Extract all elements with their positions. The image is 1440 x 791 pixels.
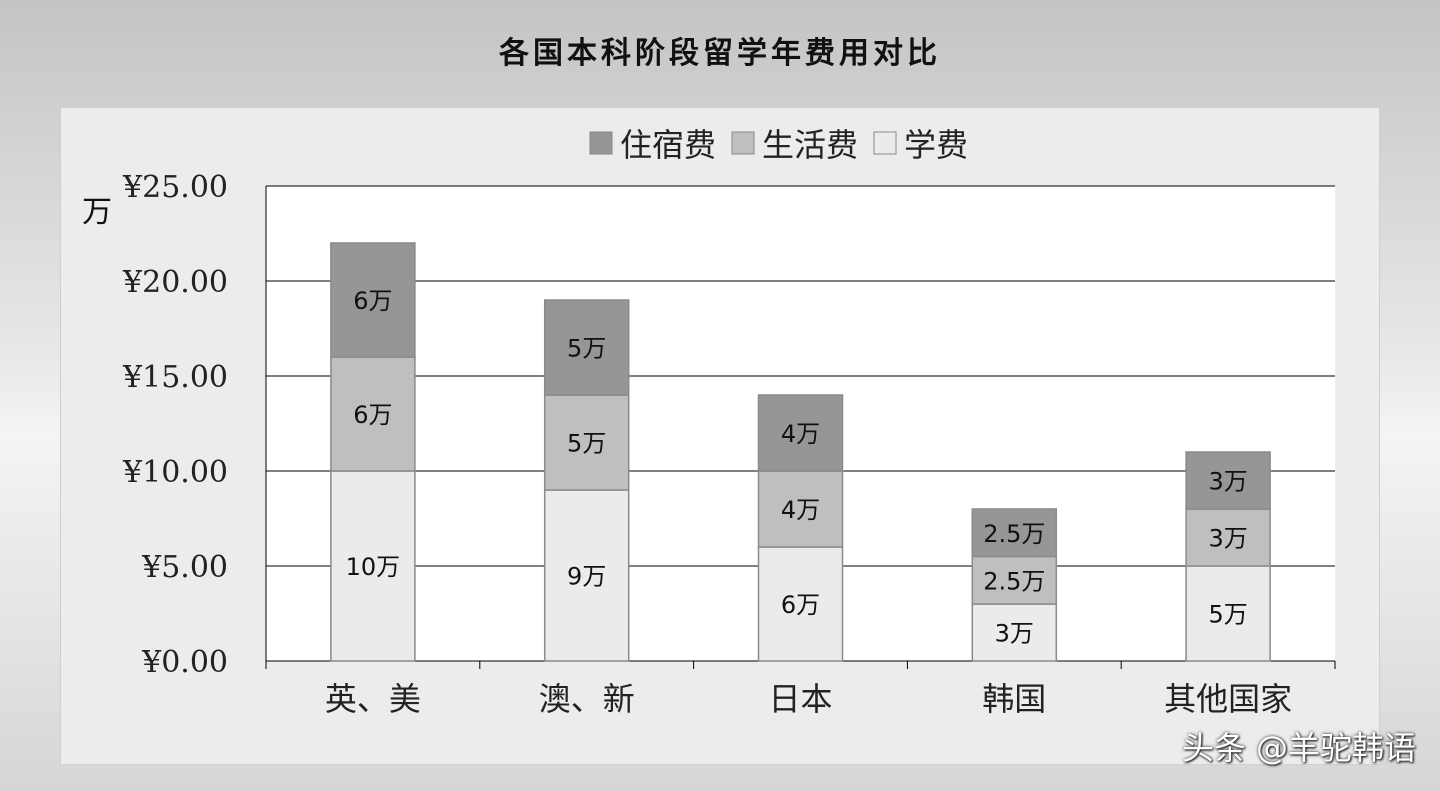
bar-segment [330, 470, 416, 662]
x-tick-label: 日本 [768, 680, 832, 718]
bar-segment [543, 394, 630, 491]
bar-segment [971, 508, 1058, 558]
bar-segment [330, 242, 416, 358]
bar-segment [757, 394, 844, 472]
data-label: 4万 [781, 420, 820, 448]
data-label: 9万 [567, 563, 606, 591]
data-label: 6万 [353, 401, 392, 429]
data-label: 6万 [353, 287, 392, 315]
data-label: 10万 [346, 553, 401, 581]
data-label: 6万 [781, 591, 820, 619]
bar-segment [971, 555, 1058, 605]
bar-segment [971, 603, 1058, 662]
bar-segment [1185, 565, 1271, 662]
legend-swatch [589, 131, 613, 155]
bar-segment [330, 356, 416, 472]
bar-segment [1185, 451, 1271, 510]
data-label: 4万 [781, 496, 820, 524]
legend-label: 生活费 [762, 126, 858, 164]
data-label: 2.5万 [983, 567, 1045, 595]
y-tick-label: ¥25.00 [122, 170, 228, 205]
y-tick-label: ¥20.00 [122, 265, 228, 300]
data-label: 5万 [567, 430, 606, 458]
bar-segment [543, 299, 630, 396]
data-label: 3万 [1208, 525, 1247, 553]
chart-title: 各国本科阶段留学年费用对比 [499, 36, 941, 71]
data-label: 3万 [1208, 468, 1247, 496]
x-tick-label: 澳、新 [539, 680, 635, 718]
legend-swatch [731, 131, 755, 155]
y-tick-label: ¥10.00 [122, 455, 228, 490]
data-label: 5万 [1208, 601, 1247, 629]
y-tick-label: ¥0.00 [141, 645, 228, 680]
data-label: 3万 [995, 620, 1034, 648]
watermark: 头条 @羊驼韩语 [1181, 729, 1416, 767]
legend-label: 住宿费 [620, 126, 716, 164]
data-label: 5万 [567, 335, 606, 363]
legend-label: 学费 [904, 126, 968, 164]
bar-segment [757, 546, 844, 662]
x-tick-label: 其他国家 [1164, 680, 1292, 718]
x-tick-label: 英、美 [325, 680, 421, 718]
legend-swatch [873, 131, 897, 155]
y-tick-label: ¥5.00 [141, 550, 228, 585]
data-label: 2.5万 [983, 520, 1045, 548]
bar-segment [543, 489, 630, 662]
x-tick-label: 韩国 [982, 680, 1046, 718]
y-axis-label: 万 [82, 195, 112, 230]
y-tick-label: ¥15.00 [122, 360, 228, 395]
